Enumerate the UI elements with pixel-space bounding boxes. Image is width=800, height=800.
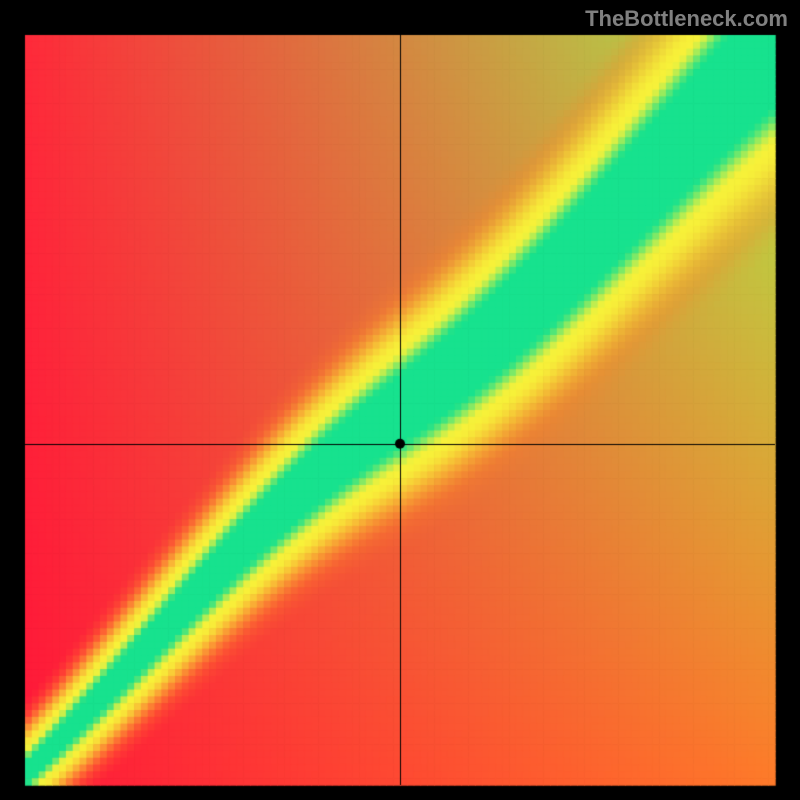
heatmap-canvas: [0, 0, 800, 800]
watermark-text: TheBottleneck.com: [585, 6, 788, 32]
chart-container: TheBottleneck.com: [0, 0, 800, 800]
